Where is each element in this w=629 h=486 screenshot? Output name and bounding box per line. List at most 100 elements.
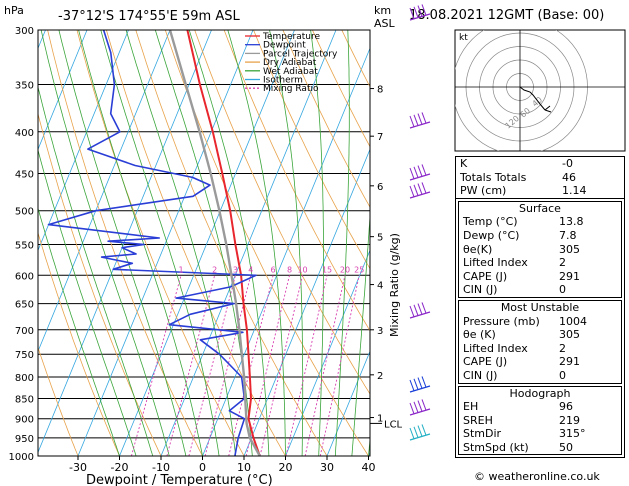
barb-flag — [409, 185, 415, 197]
row-value: 219 — [559, 413, 580, 427]
mixing-ratio-label: 10 — [297, 265, 307, 274]
row-label: θe (K) — [463, 328, 496, 342]
mixing-ratio-line — [304, 275, 346, 456]
table-row: Pressure (mb) 1004 — [459, 315, 621, 329]
dry-adiabat — [76, 30, 245, 456]
k-index-row: K -0 — [456, 157, 624, 171]
credit[interactable]: © weatheronline.co.uk — [474, 470, 600, 483]
legend-label: Dewpoint — [263, 41, 306, 51]
barb-flag — [413, 114, 419, 126]
barb-flag — [417, 165, 423, 177]
barb-flag — [417, 303, 423, 315]
row-label: StmDir — [463, 427, 502, 441]
pressure-tick-label: 900 — [15, 415, 34, 426]
x-tick-label: 20 — [279, 461, 293, 474]
isotherm-line — [160, 30, 337, 456]
legend-label: Parcel Trajectory — [263, 49, 338, 59]
table-row: Lifted Index 2 — [459, 256, 621, 270]
dry-adiabat — [194, 30, 370, 395]
row-label: Pressure (mb) — [463, 314, 540, 328]
hodograph-kt-label: kt — [459, 33, 468, 43]
row-label: StmSpd (kt) — [463, 440, 529, 454]
km-tick-label: 3 — [377, 326, 383, 337]
barb-flag — [413, 166, 419, 178]
barb-staff — [409, 173, 431, 181]
km-tick-label: 8 — [377, 85, 383, 96]
isotherm-line — [202, 47, 370, 456]
hodograph-title: Hodograph — [509, 386, 571, 400]
dry-adiabat — [47, 30, 203, 456]
totals-totals-value: 46 — [562, 170, 576, 184]
wet-adiabat — [38, 207, 120, 456]
basic-indices: K -0 Totals Totals 46 PW (cm) 1.14 — [456, 157, 624, 199]
km-tick-label: 6 — [377, 182, 383, 193]
mixing-ratio-label: 4 — [248, 265, 253, 274]
wind-barb — [409, 112, 431, 129]
wind-barbs — [409, 4, 431, 441]
dry-adiabat — [38, 346, 79, 456]
barb-flag — [417, 5, 423, 17]
parcel-trajectory-series — [168, 30, 261, 456]
barb-flag — [417, 377, 423, 389]
asl-label: ASL — [374, 17, 396, 30]
row-value: 291 — [559, 269, 580, 283]
barb-flag — [421, 182, 427, 194]
x-tick-label: 0 — [199, 461, 206, 474]
wet-adiabat — [334, 30, 350, 456]
wet-adiabat — [269, 30, 304, 456]
barb-staff — [409, 385, 431, 393]
mixing-ratio-line — [188, 275, 236, 456]
pressure-tick-label: 700 — [15, 326, 34, 337]
pressure-tick-label: 500 — [15, 207, 34, 218]
hodograph-frame — [454, 29, 626, 152]
pressure-tick-label: 1000 — [9, 452, 34, 463]
barb-flag — [421, 424, 427, 436]
mixing-ratio-label: 3 — [233, 265, 238, 274]
barb-flag — [413, 426, 419, 438]
dry-adiabat — [38, 231, 120, 456]
pressure-tick-label: 300 — [15, 26, 34, 37]
wet-adiabat — [227, 30, 286, 456]
row-value: 291 — [559, 355, 580, 369]
credit-text: © weatheronline.co.uk — [474, 470, 600, 483]
mixing-ratio-label: 15 — [322, 265, 332, 274]
k-index-value: -0 — [562, 157, 573, 170]
k-index-label: K — [460, 157, 468, 170]
table-row: EH 96 — [459, 400, 621, 414]
x-tick-label: 10 — [237, 461, 251, 474]
mixing-ratio-line — [130, 275, 182, 456]
wet-adiabat — [58, 30, 187, 456]
barb-flag — [409, 115, 415, 127]
km-tick-label: 2 — [377, 371, 383, 382]
row-label: Lifted Index — [463, 256, 528, 270]
row-value: 7.8 — [559, 228, 577, 242]
row-value: 315° — [559, 427, 586, 441]
pw-label: PW (cm) — [460, 184, 507, 198]
surface-section: Surface Temp (°C) 13.8 Dewp (°C) 7.8 θe(K)… — [458, 200, 622, 298]
barb-flag — [421, 112, 427, 124]
km-tick-label: 5 — [377, 233, 383, 244]
wet-adiabat — [188, 30, 270, 456]
location-title: -37°12'S 174°55'E 59m ASL — [58, 9, 240, 24]
barb-flag — [409, 305, 415, 317]
barb-flag — [421, 399, 427, 411]
barb-flag — [413, 378, 419, 390]
mixing-ratio-line — [259, 275, 304, 456]
barb-flag — [409, 402, 415, 414]
barb-staff — [409, 433, 431, 441]
mixing-ratio-label: 8 — [287, 265, 292, 274]
wet-adiabat — [100, 30, 220, 456]
barb-flag — [421, 302, 427, 314]
mixing-ratio-label: 6 — [271, 265, 276, 274]
wind-barb — [409, 424, 431, 441]
pressure-tick-label: 650 — [15, 300, 34, 311]
barb-flag — [413, 401, 419, 413]
row-value: 96 — [559, 400, 573, 414]
surface-title: Surface — [519, 201, 561, 215]
row-value: 305 — [559, 242, 580, 256]
km-tick-label: 4 — [377, 281, 383, 292]
table-row: Dewp (°C) 7.8 — [459, 229, 621, 243]
wind-barb — [409, 4, 431, 21]
